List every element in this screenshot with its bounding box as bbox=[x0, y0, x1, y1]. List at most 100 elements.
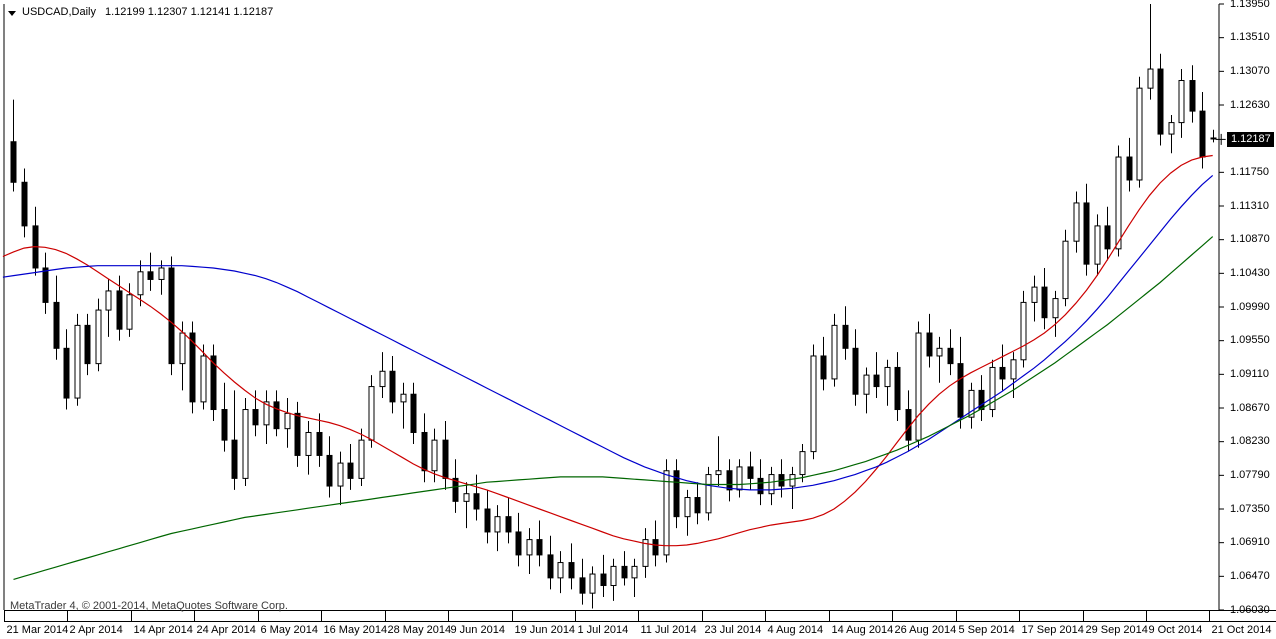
candle-body-bullish bbox=[400, 393, 407, 403]
candle-body-bullish bbox=[884, 366, 891, 388]
candle-body-bullish bbox=[158, 267, 165, 280]
candle-body-bearish bbox=[515, 531, 522, 556]
price-tick-label: 1.13070 bbox=[1230, 64, 1270, 77]
candle-body-bearish bbox=[389, 370, 396, 403]
candle-body-bearish bbox=[294, 412, 301, 456]
candle-body-bearish bbox=[421, 431, 428, 472]
candle-body-bullish bbox=[1031, 286, 1038, 303]
time-tick-label: 9 Jun 2014 bbox=[450, 624, 505, 636]
candle-body-bearish bbox=[273, 401, 280, 430]
price-tick-label: 1.11310 bbox=[1230, 199, 1269, 212]
candle-body-bearish bbox=[221, 409, 228, 441]
candle-body-bullish bbox=[1020, 301, 1027, 361]
time-tick-label: 23 Jul 2014 bbox=[704, 624, 762, 636]
candle-body-bullish bbox=[95, 309, 102, 365]
candle-body-bullish bbox=[74, 324, 81, 399]
candle-body-bullish bbox=[863, 374, 870, 395]
time-tick-label: 19 Jun 2014 bbox=[514, 624, 576, 636]
candle-body-bearish bbox=[168, 267, 175, 365]
price-tick-label: 1.11750 bbox=[1230, 165, 1269, 178]
candle-body-bearish bbox=[147, 271, 154, 280]
candle-body-bullish bbox=[200, 355, 207, 403]
candle-body-bullish bbox=[126, 294, 133, 330]
candle-body-bearish bbox=[852, 347, 859, 395]
ma-line-ma-fast bbox=[2, 154, 1213, 547]
price-tick-label: 1.06030 bbox=[1230, 603, 1270, 616]
candle-body-bearish bbox=[873, 374, 880, 388]
copyright-label: MetaTrader 4, © 2001-2014, MetaQuotes So… bbox=[10, 600, 288, 612]
candle-body-bullish bbox=[463, 493, 470, 502]
candle-body-bearish bbox=[442, 439, 449, 479]
candle-body-bearish bbox=[726, 470, 733, 491]
candle-body-bearish bbox=[926, 332, 933, 357]
candle-body-bearish bbox=[63, 347, 70, 399]
candle-body-bearish bbox=[894, 366, 901, 411]
candle-body-bearish bbox=[652, 539, 659, 556]
time-axis-ticks bbox=[4, 610, 1210, 621]
time-tick-label: 11 Jul 2014 bbox=[640, 624, 697, 636]
candle-body-bearish bbox=[1189, 80, 1196, 112]
price-tick-label: 1.07790 bbox=[1230, 468, 1270, 481]
candle-body-bullish bbox=[642, 539, 649, 567]
candle-body-bearish bbox=[600, 573, 607, 587]
candle-body-bearish bbox=[1126, 156, 1133, 181]
price-tick-label: 1.09110 bbox=[1230, 367, 1269, 380]
price-tick-label: 1.08670 bbox=[1230, 401, 1270, 414]
candle-body-bearish bbox=[747, 466, 754, 479]
candle-body-bearish bbox=[1210, 137, 1217, 140]
candle-body-bullish bbox=[137, 271, 144, 296]
candle-body-bearish bbox=[579, 577, 586, 594]
candle-body-bearish bbox=[1083, 202, 1090, 265]
ohlc-values-label: 1.12199 1.12307 1.12141 1.12187 bbox=[104, 6, 274, 18]
symbol-period-label: USDCAD,Daily bbox=[22, 6, 96, 18]
candle-body-bullish bbox=[705, 474, 712, 514]
candle-body-bullish bbox=[968, 389, 975, 418]
price-tick-label: 1.08230 bbox=[1230, 435, 1270, 448]
candle-body-bullish bbox=[1094, 225, 1101, 265]
candle-body-bullish bbox=[663, 470, 670, 556]
time-tick-label: 14 Apr 2014 bbox=[133, 624, 193, 636]
candle-body-bullish bbox=[989, 366, 996, 411]
candlestick-series bbox=[10, 4, 1217, 609]
candle-body-bullish bbox=[915, 332, 922, 441]
candle-body-bullish bbox=[179, 332, 186, 365]
time-tick-label: 9 Oct 2014 bbox=[1148, 624, 1203, 636]
candle-body-bullish bbox=[526, 539, 533, 556]
candle-body-bullish bbox=[799, 451, 806, 476]
current-price-badge: 1.12187 bbox=[1227, 131, 1274, 147]
candle-body-bearish bbox=[326, 454, 333, 487]
price-tick-label: 1.10430 bbox=[1230, 266, 1270, 279]
candle-body-bullish bbox=[494, 516, 501, 533]
candle-body-bullish bbox=[1052, 298, 1059, 319]
candle-body-bullish bbox=[831, 324, 838, 380]
candle-body-bullish bbox=[1136, 87, 1143, 181]
price-tick-label: 1.09550 bbox=[1230, 334, 1270, 347]
time-tick-label: 29 Sep 2014 bbox=[1085, 624, 1148, 636]
time-tick-label: 24 Apr 2014 bbox=[196, 624, 256, 636]
price-tick-label: 1.06910 bbox=[1230, 536, 1270, 549]
candle-body-bullish bbox=[368, 386, 375, 441]
candle-body-bearish bbox=[210, 355, 217, 411]
price-tick-label: 1.06470 bbox=[1230, 569, 1270, 582]
price-tick-label: 1.10870 bbox=[1230, 233, 1270, 246]
candle-body-bullish bbox=[379, 370, 386, 388]
price-tick-label: 1.07350 bbox=[1230, 502, 1270, 515]
candle-body-bullish bbox=[337, 462, 344, 487]
price-tick-label: 1.12630 bbox=[1230, 98, 1270, 111]
time-tick-label: 21 Mar 2014 bbox=[6, 624, 69, 636]
candle-body-bullish bbox=[305, 431, 312, 456]
candle-body-bullish bbox=[1073, 202, 1080, 242]
price-tick-label: 1.09990 bbox=[1230, 300, 1270, 313]
candle-body-bullish bbox=[557, 562, 564, 579]
candle-body-bullish bbox=[631, 565, 638, 579]
candle-body-bullish bbox=[589, 573, 596, 594]
time-tick-label: 4 Aug 2014 bbox=[767, 624, 824, 636]
candle-body-bullish bbox=[1115, 156, 1122, 250]
candle-body-bearish bbox=[10, 141, 17, 183]
candle-body-bullish bbox=[936, 347, 943, 357]
chevron-down-icon[interactable] bbox=[8, 8, 17, 17]
candle-body-bullish bbox=[789, 474, 796, 487]
candle-body-bearish bbox=[621, 565, 628, 579]
